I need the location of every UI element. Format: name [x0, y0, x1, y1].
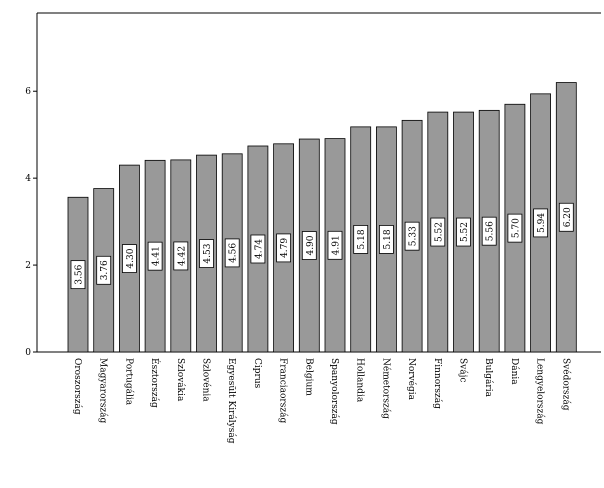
- category-label: Hollandia: [355, 358, 365, 403]
- data-label-group: 5.94: [533, 208, 548, 238]
- data-label-group: 4.53: [199, 239, 214, 268]
- data-label: 3.76: [100, 260, 110, 280]
- data-label-box: [121, 244, 137, 273]
- data-label: 4.30: [126, 248, 136, 268]
- data-label-group: 5.70: [507, 213, 523, 243]
- category-label: Svédország: [560, 358, 571, 411]
- data-label-group: 5.18: [378, 225, 394, 254]
- data-label: 4.56: [229, 243, 239, 263]
- data-label: 4.91: [332, 235, 342, 255]
- data-label: 5.70: [511, 218, 521, 238]
- category-label: Észtország: [149, 358, 161, 408]
- data-label-group: 4.30: [121, 244, 137, 273]
- data-label-box: [276, 233, 292, 263]
- data-label-group: 5.33: [404, 221, 420, 251]
- category-label: Belgium: [303, 358, 313, 396]
- data-label-group: 4.90: [301, 231, 317, 260]
- category-label: Franciaország: [278, 358, 289, 423]
- category-label: Bulgária: [483, 358, 494, 398]
- category-label: Szlovákia: [175, 358, 186, 402]
- data-label-group: 4.74: [250, 234, 266, 264]
- category-label: Svájc: [458, 358, 469, 382]
- data-label-box: [327, 230, 343, 260]
- data-label: 4.74: [254, 239, 264, 259]
- data-label: 4.42: [177, 246, 187, 266]
- category-label: Dánia: [509, 358, 520, 385]
- data-label-group: 5.52: [430, 217, 446, 247]
- data-label-group: 3.56: [70, 260, 86, 290]
- data-label: 5.56: [486, 221, 496, 241]
- data-label-group: 5.56: [481, 216, 497, 246]
- data-label: 4.79: [280, 238, 290, 258]
- data-label-box: [404, 221, 420, 251]
- data-label-box: [173, 241, 189, 271]
- data-label-box: [250, 234, 266, 264]
- data-label: 5.52: [434, 222, 444, 242]
- category-label: Norvégia: [406, 358, 417, 401]
- data-label-box: [430, 217, 446, 247]
- data-label-group: 4.56: [224, 238, 240, 268]
- data-label-group: 5.52: [456, 217, 471, 247]
- data-label-box: [70, 260, 86, 290]
- data-label: 4.53: [203, 243, 213, 263]
- y-tick-label: 4: [25, 174, 31, 184]
- data-label-box: [301, 231, 317, 260]
- data-label: 4.41: [152, 246, 162, 266]
- data-label-group: 4.91: [327, 230, 343, 260]
- category-label: Szlovénia: [201, 358, 212, 402]
- data-label-box: [96, 255, 112, 285]
- category-label: Egyesült Királyság: [226, 358, 237, 444]
- category-label: Magyarország: [98, 358, 109, 424]
- data-label-box: [353, 225, 369, 254]
- data-label-box: [507, 213, 523, 243]
- data-label-group: 4.79: [276, 233, 292, 263]
- y-tick-label: 6: [25, 87, 31, 97]
- data-label: 5.94: [537, 213, 547, 233]
- data-label: 5.52: [460, 222, 470, 242]
- category-label: Oroszország: [72, 358, 83, 415]
- y-tick-label: 0: [25, 348, 31, 358]
- data-label-group: 3.76: [96, 255, 112, 285]
- data-label-group: 6.20: [558, 202, 574, 232]
- data-label-box: [558, 202, 574, 232]
- data-label: 5.18: [357, 229, 367, 249]
- category-label: Németország: [380, 358, 391, 419]
- category-label: Finnország: [432, 358, 443, 409]
- data-label-group: 4.42: [173, 241, 189, 271]
- data-label: 6.20: [563, 207, 573, 227]
- data-label-group: 4.41: [147, 241, 163, 271]
- category-label: Ciprus: [252, 358, 262, 389]
- data-label: 5.33: [409, 226, 419, 246]
- data-label-box: [481, 216, 497, 246]
- data-label: 3.56: [75, 264, 85, 284]
- data-label: 4.90: [306, 235, 316, 255]
- data-label-box: [199, 239, 214, 268]
- category-label: Spanyolország: [329, 358, 340, 425]
- category-label: Lengyelország: [535, 358, 546, 425]
- data-label-box: [147, 241, 163, 271]
- category-label: Portugália: [123, 358, 134, 406]
- data-label-box: [533, 208, 548, 238]
- data-label-box: [224, 238, 240, 268]
- y-tick-label: 2: [25, 261, 31, 271]
- data-label-box: [378, 225, 394, 254]
- data-label-group: 5.18: [353, 225, 369, 254]
- data-label-box: [456, 217, 471, 247]
- data-label: 5.18: [383, 229, 393, 249]
